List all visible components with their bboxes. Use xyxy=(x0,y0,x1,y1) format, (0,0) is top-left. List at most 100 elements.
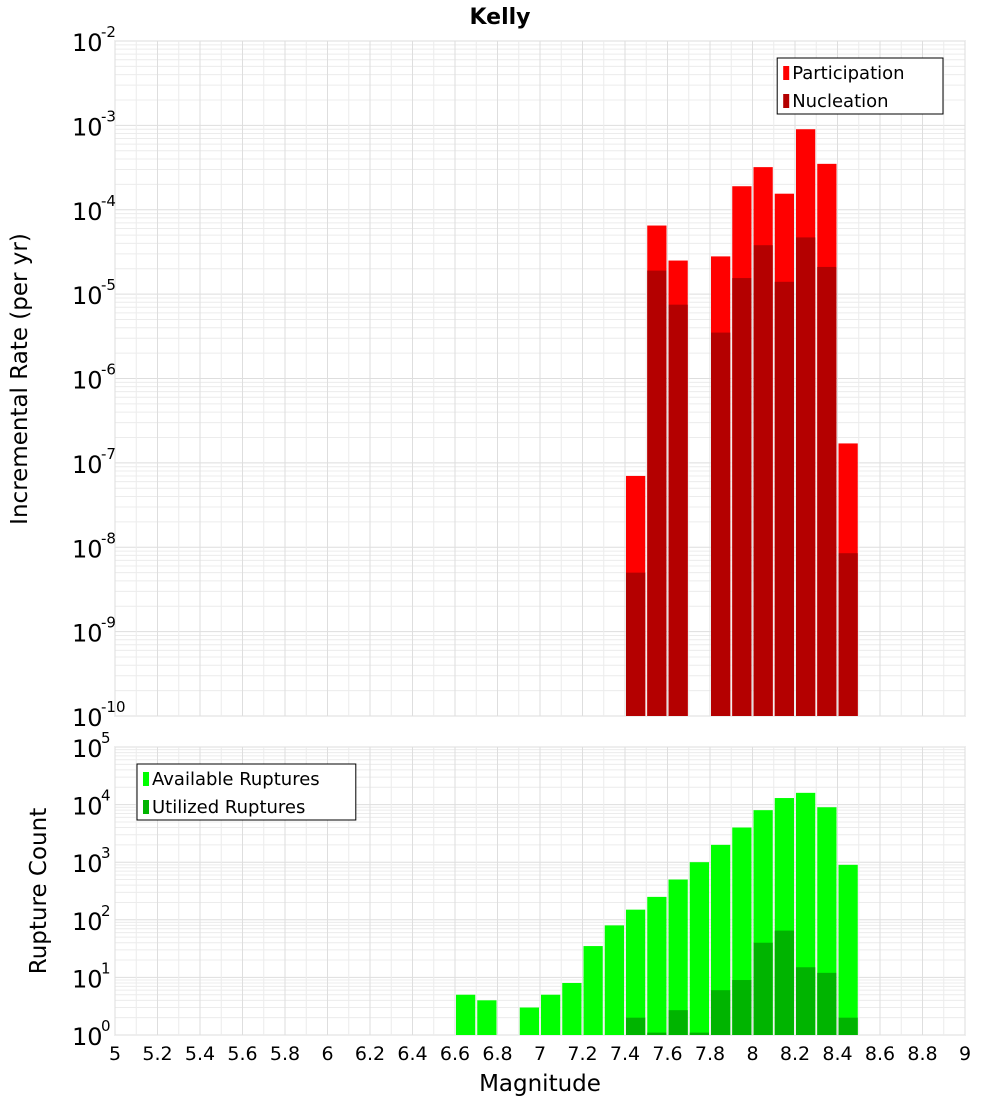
count-bar xyxy=(456,994,476,1035)
rate-y-tick-label: 10 xyxy=(72,367,103,395)
rate-y-tick-exponent: -7 xyxy=(101,445,116,463)
count-y-tick-label: 10 xyxy=(72,1023,103,1051)
count-legend-swatch xyxy=(143,800,149,814)
rate-y-tick-exponent: -10 xyxy=(101,698,126,716)
rate-legend: Participation Nucleation xyxy=(776,57,944,115)
count-bar xyxy=(838,864,858,1035)
rate-y-tick-label: 10 xyxy=(72,29,103,57)
rate-y-tick-label: 10 xyxy=(72,620,103,648)
count-bar xyxy=(519,1007,539,1035)
count-bar xyxy=(604,925,624,1035)
rate-y-tick-exponent: -2 xyxy=(101,23,116,41)
rate-y-tick-exponent: -6 xyxy=(101,361,116,379)
count-bar xyxy=(711,990,731,1035)
rate-y-tick-exponent: -3 xyxy=(101,107,116,125)
count-legend-swatch xyxy=(143,772,149,786)
x-tick-label: 6 xyxy=(321,1043,333,1065)
count-bar xyxy=(647,1032,667,1035)
count-bar xyxy=(583,946,603,1035)
rate-y-tick-exponent: -9 xyxy=(101,614,116,632)
x-tick-label: 8.8 xyxy=(907,1043,937,1065)
rate-bar xyxy=(668,304,688,716)
x-tick-label: 5.4 xyxy=(185,1043,215,1065)
count-y-tick-label: 10 xyxy=(72,850,103,878)
x-tick-label: 6.6 xyxy=(440,1043,470,1065)
x-axis-ticks: 5 5.2 5.4 5.6 5.8 6 6.2 6.4 6.6 6.8 7 7.2 7.4 7.6 7.8 8… xyxy=(109,1043,971,1065)
count-y-tick-label: 10 xyxy=(72,793,103,821)
count-bar xyxy=(689,862,709,1035)
x-tick-label: 5.8 xyxy=(270,1043,300,1065)
rate-bar xyxy=(711,332,731,716)
count-bar xyxy=(668,879,688,1035)
count-bar xyxy=(668,1010,688,1035)
x-tick-label: 7.6 xyxy=(652,1043,682,1065)
count-bar xyxy=(774,930,794,1035)
count-bar xyxy=(626,1017,646,1035)
count-bar xyxy=(753,942,773,1035)
count-y-tick-label: 10 xyxy=(72,735,103,763)
count-bar xyxy=(626,909,646,1035)
count-series-available-ruptures xyxy=(456,792,858,1035)
x-tick-label: 6.8 xyxy=(482,1043,512,1065)
rate-bar xyxy=(753,245,773,717)
count-y-tick-label: 10 xyxy=(72,965,103,993)
count-bar xyxy=(796,967,816,1035)
rate-y-tick-label: 10 xyxy=(72,704,103,732)
x-tick-label: 5.6 xyxy=(227,1043,257,1065)
count-legend: Available Ruptures Utilized Ruptures xyxy=(136,763,357,821)
count-y-tick-label: 10 xyxy=(72,908,103,936)
rate-panel: 10-1010-910-810-710-610-510-410-310-2Par… xyxy=(72,23,966,732)
rate-y-tick-exponent: -4 xyxy=(101,192,116,210)
rate-grid xyxy=(114,40,966,717)
rate-y-tick-label: 10 xyxy=(72,282,103,310)
rate-bar xyxy=(732,278,752,716)
count-y-tick-exponent: 5 xyxy=(101,729,111,747)
count-bar xyxy=(711,844,731,1035)
bottom-y-axis-label: Rupture Count xyxy=(26,808,52,974)
count-y-tick-exponent: 0 xyxy=(101,1017,111,1035)
x-tick-label: 8.2 xyxy=(780,1043,810,1065)
rate-legend-swatch xyxy=(783,66,790,80)
count-bar xyxy=(647,896,667,1035)
rate-y-tick-label: 10 xyxy=(72,535,103,563)
count-series-utilized-ruptures xyxy=(626,930,858,1035)
x-tick-label: 6.2 xyxy=(355,1043,385,1065)
top-y-axis-label: Incremental Rate (per yr) xyxy=(7,233,33,525)
count-legend-entry: Available Ruptures xyxy=(152,769,320,790)
count-bar xyxy=(838,1017,858,1035)
count-legend-box xyxy=(136,763,357,821)
x-tick-label: 7.8 xyxy=(695,1043,725,1065)
rate-legend-entry: Participation xyxy=(792,63,904,84)
x-tick-label: 6.4 xyxy=(397,1043,427,1065)
count-bar xyxy=(541,994,561,1035)
count-y-tick-exponent: 2 xyxy=(101,902,111,920)
count-bar xyxy=(562,982,582,1035)
count-legend-entry: Utilized Ruptures xyxy=(152,797,305,818)
rate-bar xyxy=(626,572,646,716)
count-y-tick-exponent: 4 xyxy=(101,787,111,805)
rate-bar xyxy=(774,281,794,716)
x-tick-label: 8 xyxy=(746,1043,758,1065)
count-y-tick-exponent: 3 xyxy=(101,844,111,862)
rate-y-tick-label: 10 xyxy=(72,451,103,479)
rate-y-tick-label: 10 xyxy=(72,198,103,226)
rate-bar xyxy=(817,266,837,716)
rate-y-tick-exponent: -8 xyxy=(101,529,116,547)
count-bar xyxy=(817,972,837,1035)
rate-bar xyxy=(796,237,816,716)
rate-legend-entry: Nucleation xyxy=(792,91,888,112)
rate-y-tick-label: 10 xyxy=(72,113,103,141)
x-tick-label: 5 xyxy=(109,1043,121,1065)
x-tick-label: 5.2 xyxy=(142,1043,172,1065)
chart-title: Kelly xyxy=(469,5,530,30)
count-bar xyxy=(477,1000,497,1035)
x-tick-label: 7.2 xyxy=(567,1043,597,1065)
rate-bar xyxy=(647,270,667,716)
rate-series-nucleation xyxy=(626,237,858,717)
x-axis-label: Magnitude xyxy=(479,1071,601,1097)
rate-y-tick-exponent: -5 xyxy=(101,276,116,294)
rate-legend-swatch xyxy=(783,94,790,108)
